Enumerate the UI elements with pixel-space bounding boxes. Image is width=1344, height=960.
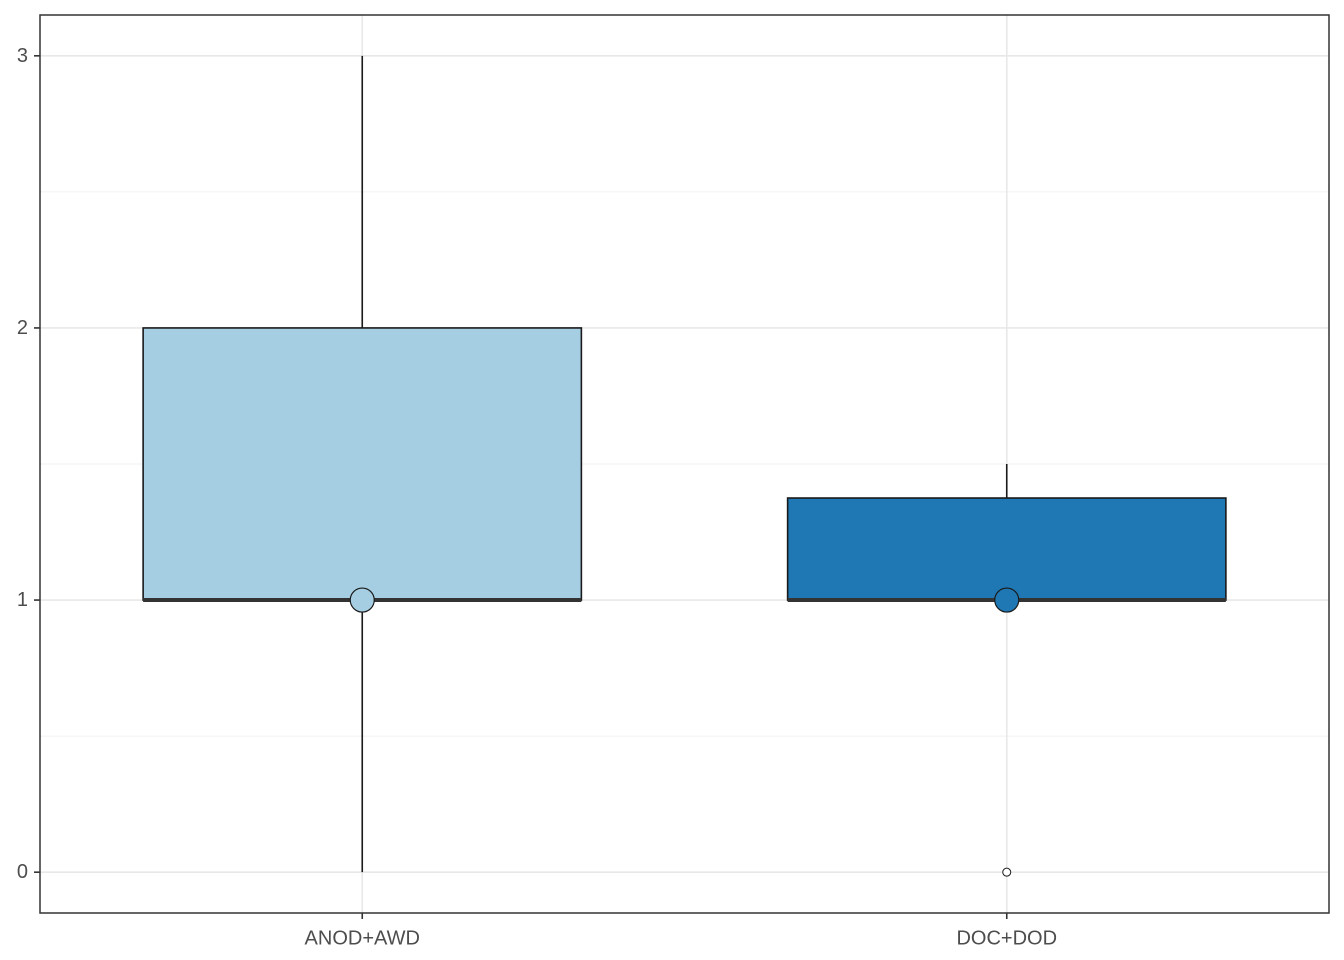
y-tick-label: 0 [17, 861, 28, 883]
y-tick-label: 2 [17, 317, 28, 339]
x-tick-label: DOC+DOD [956, 927, 1057, 949]
outlier-point [1002, 867, 1012, 877]
box-iqr [142, 327, 583, 601]
y-tick-label: 3 [17, 45, 28, 67]
boxes [142, 55, 1227, 877]
box-iqr [786, 497, 1227, 601]
plot-border [39, 14, 1330, 914]
x-tick-label: ANOD+AWD [305, 927, 420, 949]
mean-point [349, 587, 375, 613]
mean-point [994, 587, 1020, 613]
x-axis: ANOD+AWD DOC+DOD [305, 913, 1057, 949]
y-axis: 0 1 2 3 [17, 45, 40, 883]
y-tick-label: 1 [17, 589, 28, 611]
